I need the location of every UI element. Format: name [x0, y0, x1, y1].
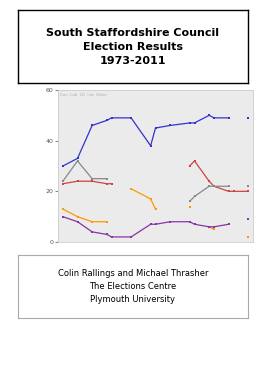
Text: South Staffordshire Council
Election Results
1973-2011: South Staffordshire Council Election Res…: [46, 28, 219, 66]
Text: Colin Rallings and Michael Thrasher
The Elections Centre
Plymouth University: Colin Rallings and Michael Thrasher The …: [58, 269, 208, 304]
Text: Con  Lab  LD  Ind  Other: Con Lab LD Ind Other: [60, 93, 107, 97]
